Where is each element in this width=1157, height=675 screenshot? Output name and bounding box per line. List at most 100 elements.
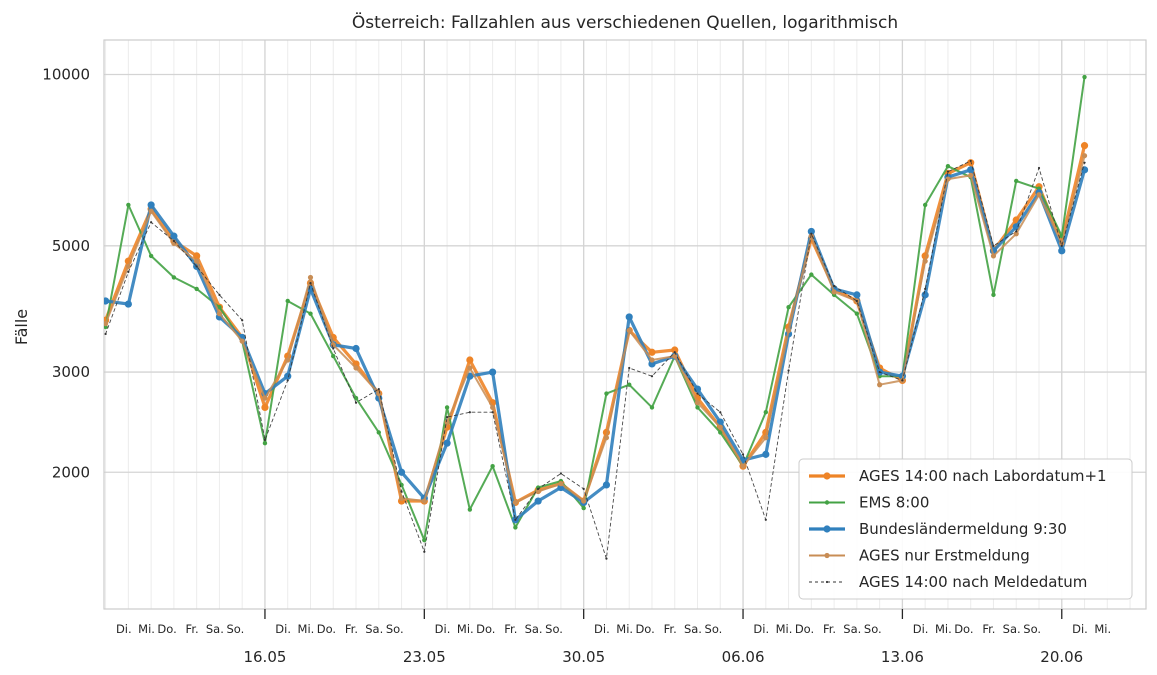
- data-point: [604, 391, 609, 396]
- day-label: Fr.: [823, 622, 836, 636]
- data-point: [648, 348, 656, 356]
- data-point: [1013, 231, 1019, 237]
- data-point: [671, 346, 679, 354]
- data-point: [991, 292, 996, 298]
- data-point: [148, 253, 154, 259]
- legend-box: [798, 458, 1133, 600]
- data-point: [946, 170, 950, 173]
- data-point: [490, 404, 496, 411]
- data-point: [195, 265, 198, 268]
- data-point: [308, 311, 313, 316]
- data-point: [628, 366, 631, 370]
- data-point: [1036, 192, 1042, 198]
- data-point: [558, 481, 564, 487]
- data-point: [217, 305, 222, 310]
- data-point: [148, 208, 154, 214]
- day-label: Mi.: [1094, 622, 1111, 636]
- legend-marker: [824, 552, 830, 559]
- day-label: So.: [864, 622, 882, 636]
- data-point: [307, 274, 314, 281]
- data-point: [1014, 178, 1019, 184]
- day-label: Fr.: [664, 622, 677, 636]
- data-point: [992, 244, 995, 247]
- data-point: [263, 438, 267, 441]
- day-label: Di.: [594, 622, 610, 636]
- data-point: [354, 401, 358, 404]
- data-point: [741, 453, 745, 456]
- data-point: [444, 419, 450, 425]
- data-point: [353, 365, 359, 371]
- series-line: [104, 76, 1086, 542]
- day-label: So.: [226, 622, 244, 636]
- series-5: [104, 159, 1086, 560]
- data-point: [810, 232, 813, 235]
- data-point: [1037, 166, 1041, 170]
- data-point: [1081, 153, 1088, 159]
- data-point: [1058, 247, 1066, 255]
- day-label: Di.: [275, 622, 291, 636]
- day-label: Sa.: [684, 622, 702, 636]
- day-label: So.: [386, 622, 404, 636]
- y-tick-label: 3000: [52, 363, 90, 381]
- data-point: [625, 313, 633, 321]
- data-point: [945, 164, 951, 169]
- day-label: Do.: [317, 622, 336, 636]
- data-point: [853, 291, 861, 299]
- day-label: Mi.: [616, 622, 633, 636]
- data-point: [125, 263, 131, 270]
- data-point: [467, 365, 473, 371]
- data-point: [124, 300, 132, 308]
- series-4: [104, 153, 1088, 506]
- data-point: [400, 490, 403, 493]
- y-tick-label: 5000: [52, 237, 90, 255]
- day-label: Di.: [913, 622, 929, 636]
- data-point: [718, 430, 723, 435]
- data-point: [285, 357, 291, 363]
- data-point: [397, 468, 406, 476]
- data-point: [787, 369, 790, 372]
- legend-marker: [824, 500, 830, 505]
- data-point: [261, 403, 269, 412]
- legend-label: EMS 8:00: [859, 494, 929, 512]
- data-point: [330, 342, 336, 348]
- data-point: [239, 338, 245, 344]
- data-point: [785, 327, 792, 334]
- day-label: Do.: [954, 622, 973, 636]
- plot-area: 2000 3000 5000 10000 16.05 23.05 30.05 06.06 13.…: [42, 39, 1147, 666]
- data-point: [331, 353, 336, 359]
- legend-marker: [825, 580, 829, 584]
- data-point: [286, 379, 289, 382]
- data-point: [627, 382, 632, 387]
- data-point: [535, 488, 541, 495]
- data-point: [1083, 161, 1086, 164]
- data-point: [740, 463, 746, 469]
- data-point: [626, 327, 632, 334]
- data-point: [786, 305, 791, 310]
- data-point: [353, 395, 359, 401]
- day-label: Sa.: [206, 622, 224, 636]
- data-point: [468, 411, 471, 414]
- data-point: [855, 299, 858, 303]
- data-point: [719, 411, 722, 414]
- data-point: [104, 320, 109, 327]
- data-point: [762, 450, 770, 458]
- legend-label: AGES 14:00 nach Meldedatum: [859, 573, 1087, 591]
- day-label: Di.: [753, 622, 769, 636]
- data-point: [763, 435, 769, 441]
- data-point: [1080, 142, 1089, 150]
- data-point: [262, 395, 268, 401]
- data-point: [807, 227, 815, 236]
- day-label: Fr.: [345, 622, 358, 636]
- data-point: [309, 281, 312, 285]
- data-point: [514, 518, 517, 521]
- data-point: [672, 353, 678, 359]
- series-2: [104, 74, 1087, 543]
- data-point: [147, 201, 155, 209]
- legend-label: AGES nur Erstmeldung: [859, 547, 1030, 565]
- day-label: So.: [545, 622, 563, 636]
- day-label: Di.: [1072, 622, 1088, 636]
- day-label: Mi.: [457, 622, 474, 636]
- data-point: [901, 379, 904, 382]
- data-point: [650, 375, 654, 378]
